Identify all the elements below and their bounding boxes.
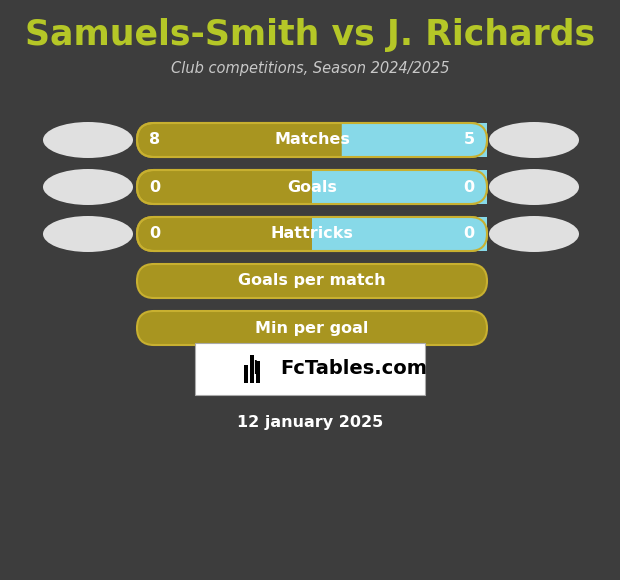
Text: FcTables.com: FcTables.com xyxy=(280,360,427,379)
Ellipse shape xyxy=(43,169,133,205)
FancyBboxPatch shape xyxy=(244,365,248,383)
FancyBboxPatch shape xyxy=(460,123,487,157)
Text: Goals per match: Goals per match xyxy=(238,274,386,288)
FancyBboxPatch shape xyxy=(250,355,254,383)
Text: Min per goal: Min per goal xyxy=(255,321,369,335)
Ellipse shape xyxy=(43,122,133,158)
FancyBboxPatch shape xyxy=(256,361,260,383)
FancyBboxPatch shape xyxy=(137,217,487,251)
FancyBboxPatch shape xyxy=(342,123,487,157)
Text: 0: 0 xyxy=(149,179,161,194)
FancyBboxPatch shape xyxy=(195,343,425,395)
FancyBboxPatch shape xyxy=(460,170,487,204)
FancyBboxPatch shape xyxy=(312,217,487,251)
Text: Ⅰ: Ⅰ xyxy=(252,360,258,379)
Text: Goals: Goals xyxy=(287,179,337,194)
Text: 5: 5 xyxy=(463,132,474,147)
Ellipse shape xyxy=(489,122,579,158)
Text: 0: 0 xyxy=(463,179,474,194)
Ellipse shape xyxy=(43,216,133,252)
Ellipse shape xyxy=(489,216,579,252)
FancyBboxPatch shape xyxy=(460,217,487,251)
Ellipse shape xyxy=(489,169,579,205)
FancyBboxPatch shape xyxy=(137,311,487,345)
Text: 12 january 2025: 12 january 2025 xyxy=(237,415,383,430)
Text: 0: 0 xyxy=(149,227,161,241)
FancyBboxPatch shape xyxy=(137,264,487,298)
FancyBboxPatch shape xyxy=(312,170,487,204)
FancyBboxPatch shape xyxy=(137,170,487,204)
Text: Matches: Matches xyxy=(274,132,350,147)
Text: Club competitions, Season 2024/2025: Club competitions, Season 2024/2025 xyxy=(170,60,450,75)
Text: Samuels-Smith vs J. Richards: Samuels-Smith vs J. Richards xyxy=(25,18,595,52)
Text: 8: 8 xyxy=(149,132,161,147)
FancyBboxPatch shape xyxy=(137,123,487,157)
Text: 0: 0 xyxy=(463,227,474,241)
Text: Hattricks: Hattricks xyxy=(270,227,353,241)
